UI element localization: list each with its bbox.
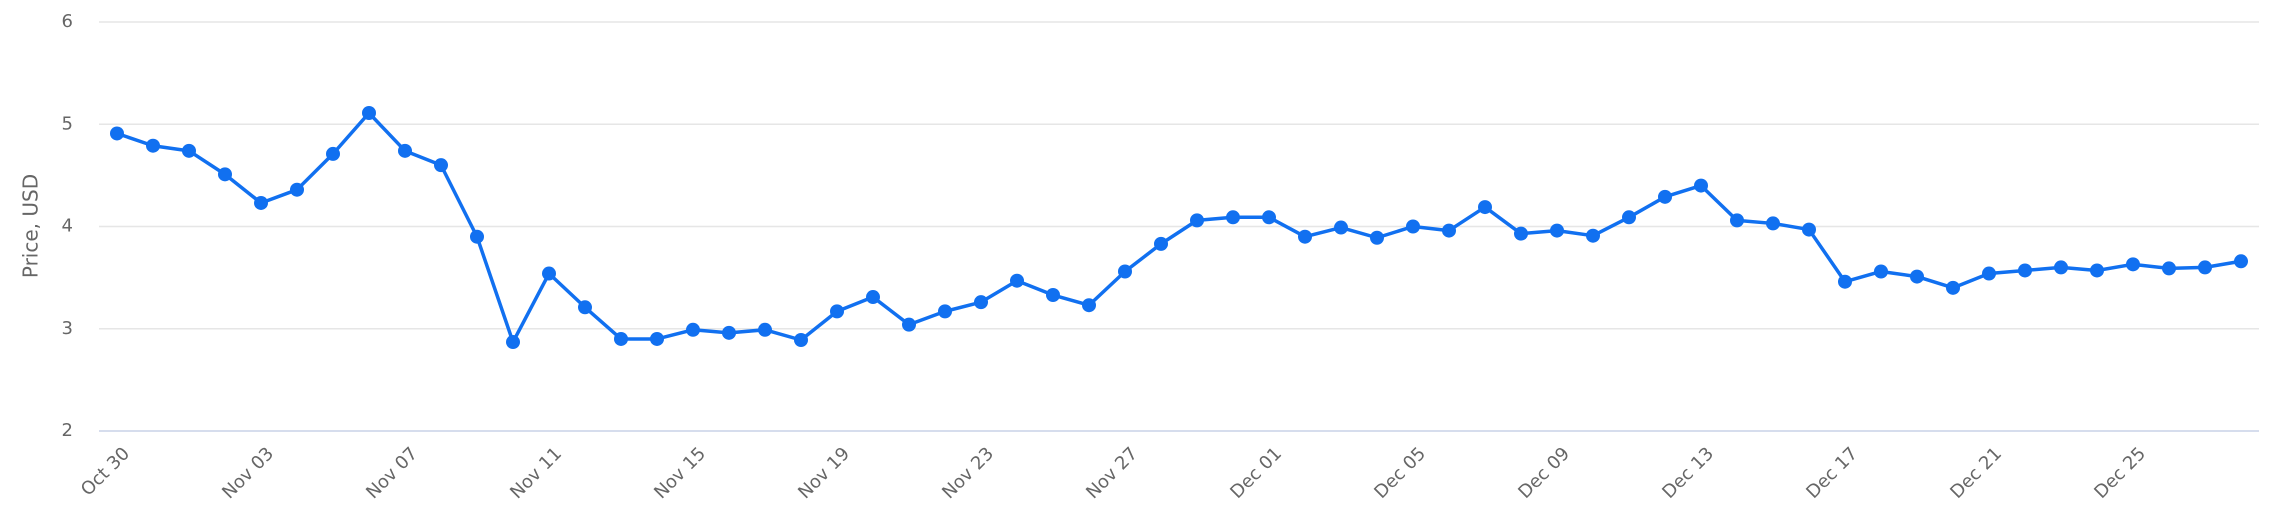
point xyxy=(1370,230,1384,245)
x-tick-label: Nov 19 xyxy=(794,443,854,503)
x-tick-label: Dec 25 xyxy=(2090,443,2150,503)
point xyxy=(2162,261,2176,276)
point xyxy=(1406,219,1420,234)
y-tick-label: 4 xyxy=(62,216,73,237)
point xyxy=(1046,288,1060,303)
point xyxy=(866,290,880,305)
point xyxy=(2234,254,2248,269)
point xyxy=(1298,229,1312,244)
point xyxy=(1118,264,1132,279)
point xyxy=(1622,210,1636,225)
x-tick-label: Dec 17 xyxy=(1802,443,1862,503)
point xyxy=(1946,280,1960,295)
x-tick-label: Nov 27 xyxy=(1082,443,1142,503)
x-tick-label: Oct 30 xyxy=(77,443,134,500)
point xyxy=(614,331,628,346)
point xyxy=(542,266,556,281)
point xyxy=(182,143,196,158)
point xyxy=(146,138,160,153)
point xyxy=(830,304,844,319)
point xyxy=(1766,216,1780,231)
point xyxy=(1478,200,1492,215)
point xyxy=(974,295,988,310)
point xyxy=(1190,213,1204,228)
point xyxy=(1658,189,1672,204)
point xyxy=(1010,273,1024,288)
point xyxy=(1514,226,1528,241)
point xyxy=(470,229,484,244)
point xyxy=(398,143,412,158)
point xyxy=(758,322,772,337)
x-tick-label: Dec 09 xyxy=(1514,443,1574,503)
point xyxy=(1262,210,1276,225)
point xyxy=(434,158,448,173)
point xyxy=(2090,263,2104,278)
point xyxy=(650,331,664,346)
x-tick-label: Nov 23 xyxy=(938,443,998,503)
x-tick-label: Nov 15 xyxy=(650,443,710,503)
point xyxy=(326,146,340,161)
x-tick-label: Dec 05 xyxy=(1370,443,1430,503)
point xyxy=(2018,263,2032,278)
point xyxy=(1802,222,1816,237)
point xyxy=(1910,269,1924,284)
point xyxy=(722,325,736,340)
point xyxy=(938,304,952,319)
point xyxy=(110,126,124,141)
y-tick-label: 6 xyxy=(62,11,73,32)
x-tick-label: Dec 01 xyxy=(1226,443,1286,503)
x-tick-label: Dec 13 xyxy=(1658,443,1718,503)
y-axis-title: Price, USD xyxy=(19,174,43,278)
point xyxy=(1586,228,1600,243)
point xyxy=(218,167,232,182)
point xyxy=(2198,260,2212,275)
point xyxy=(1442,223,1456,238)
point xyxy=(686,322,700,337)
point xyxy=(1334,220,1348,235)
point xyxy=(1982,266,1996,281)
point xyxy=(506,335,520,350)
point xyxy=(1730,213,1744,228)
point xyxy=(1154,236,1168,251)
x-tick-label: Nov 11 xyxy=(506,443,566,503)
y-tick-label: 3 xyxy=(62,318,73,339)
point xyxy=(1226,210,1240,225)
point xyxy=(290,182,304,197)
point xyxy=(794,332,808,347)
point xyxy=(902,317,916,332)
y-tick-label: 5 xyxy=(62,113,73,134)
point xyxy=(254,195,268,210)
point xyxy=(1838,274,1852,289)
point xyxy=(1694,178,1708,193)
point xyxy=(2126,257,2140,272)
point xyxy=(578,300,592,315)
price-line xyxy=(116,111,2242,344)
point xyxy=(362,106,376,121)
point xyxy=(1082,298,1096,313)
x-tick-label: Nov 07 xyxy=(362,443,422,503)
point xyxy=(2054,260,2068,275)
point xyxy=(1874,264,1888,279)
x-tick-label: Dec 21 xyxy=(1946,443,2006,503)
x-tick-label: Nov 03 xyxy=(218,443,278,503)
point xyxy=(1550,223,1564,238)
y-tick-label: 2 xyxy=(62,420,73,441)
